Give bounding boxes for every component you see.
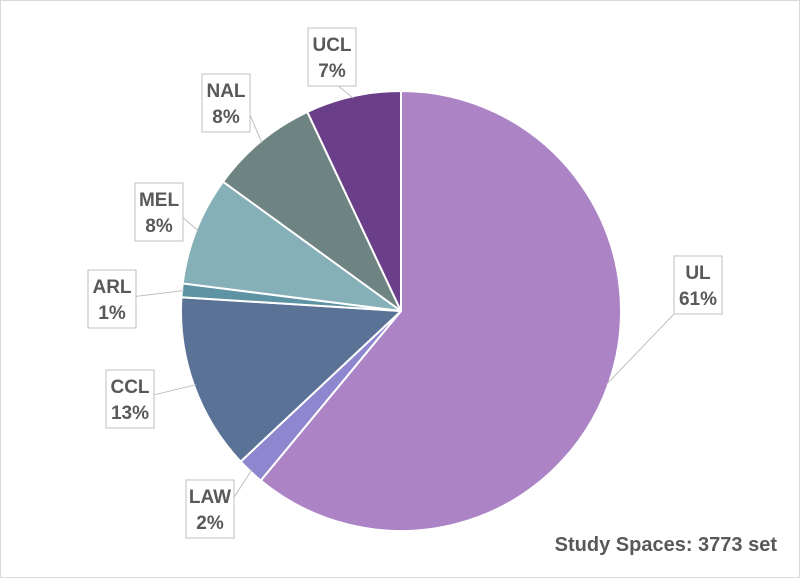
data-label-ul: UL 61% — [673, 255, 723, 315]
slice-percent-label: 7% — [318, 61, 346, 82]
pie-slice-nal — [222, 110, 402, 312]
leader-line-ul — [605, 313, 675, 386]
leader-line-arl — [135, 290, 185, 297]
data-label-box — [105, 369, 155, 429]
slice-category-label: LAW — [189, 487, 231, 508]
leader-line-ucl — [338, 85, 354, 99]
data-label-box — [201, 73, 251, 133]
slice-percent-label: 1% — [98, 303, 126, 324]
data-label-box — [87, 269, 137, 329]
data-label-mel: MEL 8% — [134, 182, 184, 242]
data-label-box — [673, 255, 723, 315]
slice-category-label: NAL — [206, 81, 245, 102]
slice-percent-label: 13% — [111, 403, 149, 424]
slice-percent-label: 8% — [145, 216, 173, 237]
data-label-box — [185, 479, 235, 539]
pie-slice-mel — [181, 180, 402, 312]
leader-line-ccl — [153, 384, 197, 396]
pie-slice-ul — [259, 90, 622, 532]
leader-line-nal — [249, 114, 263, 144]
slice-category-label: UCL — [312, 35, 351, 56]
pie-labels: UL 61% LAW 2% CCL 13% ARL 1% MEL 8% NAL 8% UCL 7% — [87, 27, 723, 539]
data-label-box — [307, 27, 357, 87]
slice-category-label: ARL — [92, 277, 131, 298]
data-label-nal: NAL 8% — [201, 73, 251, 133]
data-label-ucl: UCL 7% — [307, 27, 357, 87]
slice-percent-label: 61% — [679, 289, 717, 310]
pie-slice-ucl — [306, 90, 402, 312]
slice-percent-label: 2% — [196, 513, 224, 534]
slice-category-label: UL — [685, 263, 711, 284]
leader-line-law — [233, 469, 253, 498]
data-label-ccl: CCL 13% — [105, 369, 155, 429]
data-label-box — [134, 182, 184, 242]
slice-percent-label: 8% — [212, 107, 240, 128]
slice-category-label: CCL — [110, 377, 149, 398]
chart-footnote: Study Spaces: 3773 set — [554, 534, 777, 556]
data-label-arl: ARL 1% — [87, 269, 137, 329]
leader-line-mel — [182, 217, 199, 232]
pie-slices — [180, 90, 622, 532]
slice-category-label: MEL — [139, 190, 180, 211]
data-label-law: LAW 2% — [185, 479, 235, 539]
